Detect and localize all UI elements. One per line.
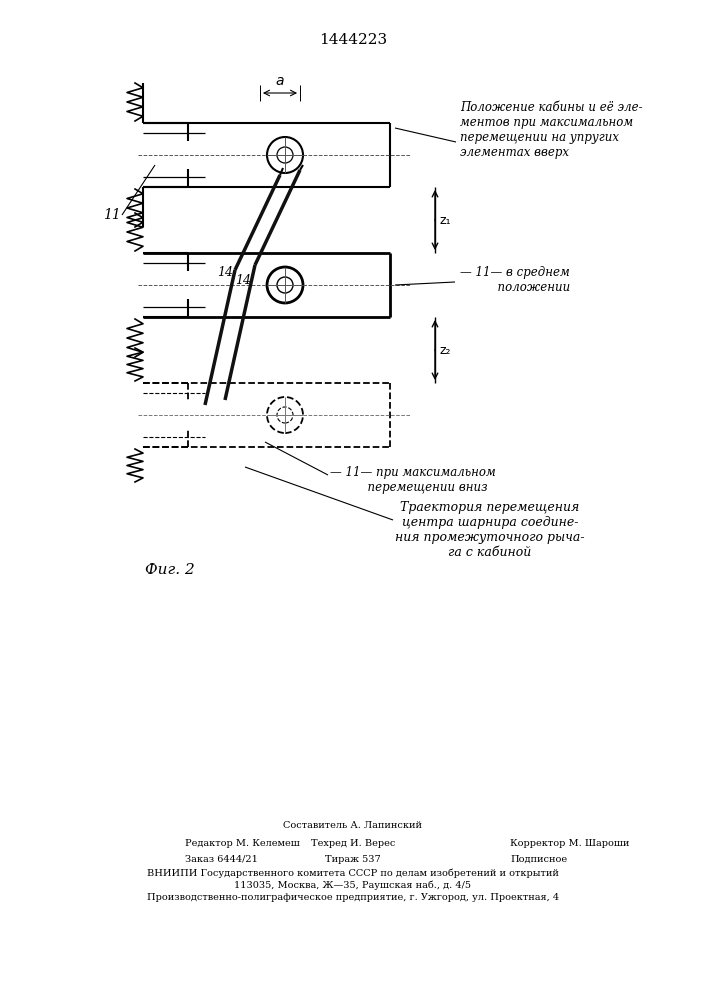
Text: z₂: z₂ bbox=[440, 344, 452, 357]
Text: 1444223: 1444223 bbox=[319, 33, 387, 47]
Text: Фиг. 2: Фиг. 2 bbox=[145, 563, 194, 577]
Text: — 11— при максимальном
          перемещении вниз: — 11— при максимальном перемещении вниз bbox=[330, 466, 496, 494]
Text: 14: 14 bbox=[217, 266, 233, 279]
Text: ВНИИПИ Государственного комитета СССР по делам изобретений и открытий: ВНИИПИ Государственного комитета СССР по… bbox=[147, 868, 559, 878]
Text: Тираж 537: Тираж 537 bbox=[325, 854, 381, 863]
Text: 14: 14 bbox=[235, 274, 251, 288]
Text: Редактор М. Келемеш: Редактор М. Келемеш bbox=[185, 838, 300, 848]
Text: Производственно-полиграфическое предприятие, г. Ужгород, ул. Проектная, 4: Производственно-полиграфическое предприя… bbox=[147, 892, 559, 902]
Text: Техред И. Верес: Техред И. Верес bbox=[311, 838, 395, 848]
Text: Корректор М. Шароши: Корректор М. Шароши bbox=[510, 838, 629, 848]
Text: Заказ 6444/21: Заказ 6444/21 bbox=[185, 854, 258, 863]
Text: Составитель А. Лапинский: Составитель А. Лапинский bbox=[284, 820, 423, 830]
Text: Положение кабины и её эле-
ментов при максимальном
перемещении на упругих
элемен: Положение кабины и её эле- ментов при ма… bbox=[460, 101, 643, 159]
Text: 113035, Москва, Ж—35, Раушская наб., д. 4/5: 113035, Москва, Ж—35, Раушская наб., д. … bbox=[235, 880, 472, 890]
Text: — 11— в среднем
          положении: — 11— в среднем положении bbox=[460, 266, 571, 294]
Text: a: a bbox=[276, 74, 284, 88]
Text: Траектория перемещения
центра шарнира соедине-
ния промежуточного рыча-
га с каб: Траектория перемещения центра шарнира со… bbox=[395, 501, 585, 559]
Text: Подписное: Подписное bbox=[510, 854, 567, 863]
Text: z₁: z₁ bbox=[440, 214, 452, 227]
Text: 11: 11 bbox=[103, 208, 121, 222]
